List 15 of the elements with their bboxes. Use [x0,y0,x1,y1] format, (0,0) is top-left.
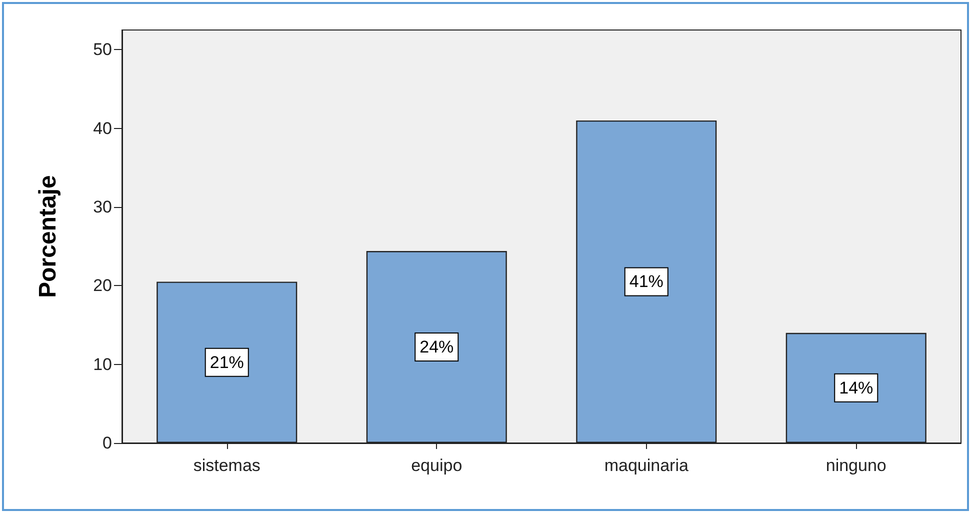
y-tick-label: 10 [93,354,112,374]
y-tick-label: 40 [93,118,112,138]
x-tick-label: equipo [411,456,462,475]
data-label: 41% [629,272,664,292]
y-tick-label: 50 [93,40,112,60]
x-tick-label: ninguno [826,456,886,475]
y-tick-label: 0 [102,434,112,452]
data-label: 21% [210,352,244,372]
y-axis-title: Porcentaje [34,175,62,298]
y-tick-label: 30 [93,198,112,216]
x-tick-label: maquinaria [604,456,689,475]
data-label: 24% [420,338,454,357]
data-label: 14% [839,378,874,398]
x-tick-label: sistemas [193,456,260,475]
y-tick-label: 20 [93,276,112,296]
